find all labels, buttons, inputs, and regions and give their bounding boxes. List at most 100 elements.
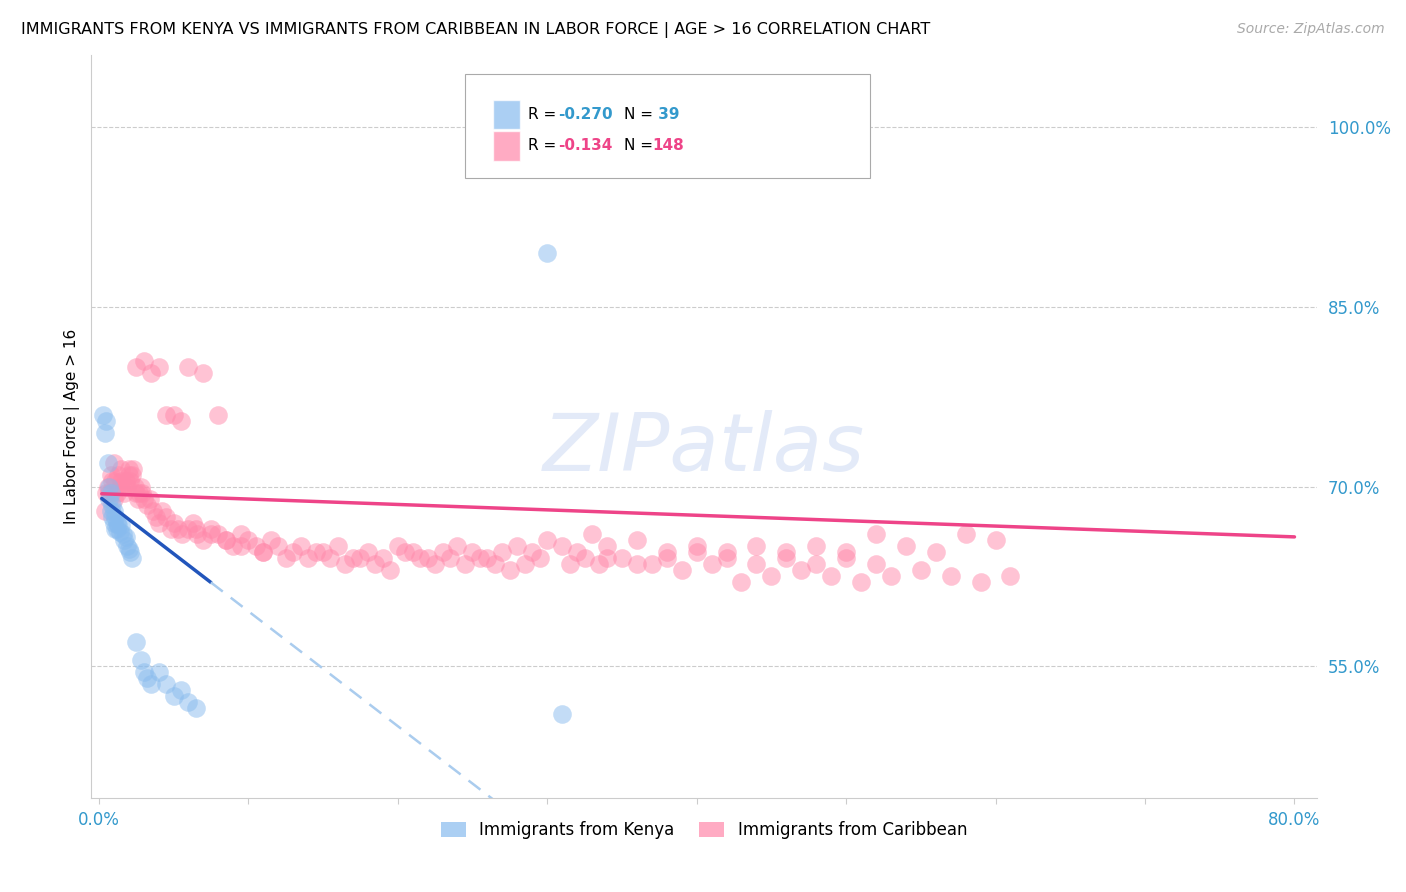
Point xyxy=(716,545,738,559)
Point xyxy=(319,551,342,566)
Point xyxy=(522,545,544,559)
Point xyxy=(260,533,283,548)
Point xyxy=(491,545,513,559)
Bar xyxy=(494,100,520,129)
Point xyxy=(955,527,977,541)
Point xyxy=(104,474,127,488)
Point xyxy=(745,558,768,572)
Point xyxy=(215,533,238,548)
Point xyxy=(107,517,129,532)
Point xyxy=(969,575,991,590)
Point xyxy=(238,533,260,548)
Point xyxy=(97,456,120,470)
Point xyxy=(139,677,162,691)
Point xyxy=(610,551,633,566)
Point xyxy=(761,569,783,583)
Point xyxy=(730,575,752,590)
Text: ZIPatlas: ZIPatlas xyxy=(543,410,865,488)
Point xyxy=(118,541,141,556)
Point xyxy=(148,516,170,530)
Point xyxy=(685,545,707,559)
Point xyxy=(641,558,664,572)
Text: Source: ZipAtlas.com: Source: ZipAtlas.com xyxy=(1237,22,1385,37)
Point xyxy=(105,485,128,500)
Point xyxy=(118,461,141,475)
Point xyxy=(170,683,193,698)
Point xyxy=(745,540,768,554)
Point xyxy=(685,540,707,554)
Point xyxy=(159,521,181,535)
Point xyxy=(820,569,842,583)
Point xyxy=(170,414,193,428)
Point xyxy=(387,540,409,554)
Point xyxy=(380,564,402,578)
Point xyxy=(110,474,132,488)
Y-axis label: In Labor Force | Age > 16: In Labor Force | Age > 16 xyxy=(65,329,80,524)
Point xyxy=(401,545,423,559)
Point xyxy=(513,558,536,572)
Point xyxy=(98,479,121,493)
Point xyxy=(111,527,134,541)
Point xyxy=(357,545,380,559)
Point xyxy=(506,540,529,554)
Point xyxy=(139,366,162,380)
Point xyxy=(112,485,135,500)
Point xyxy=(125,635,148,649)
Point xyxy=(100,467,122,482)
Point xyxy=(103,456,125,470)
Point xyxy=(110,517,132,532)
Point xyxy=(312,545,335,559)
Point xyxy=(574,551,596,566)
Point xyxy=(155,509,177,524)
Point xyxy=(200,527,222,541)
Point xyxy=(655,551,678,566)
Text: R =: R = xyxy=(527,107,561,122)
Point xyxy=(118,467,141,482)
Point xyxy=(125,359,148,374)
Point xyxy=(349,551,371,566)
Point xyxy=(184,521,207,535)
Point xyxy=(103,516,125,530)
Point xyxy=(207,408,229,422)
Point xyxy=(432,545,454,559)
Point xyxy=(177,521,200,535)
Point xyxy=(114,530,136,544)
Point xyxy=(335,558,357,572)
Point xyxy=(105,516,128,530)
Point xyxy=(423,558,446,572)
Point xyxy=(806,558,828,572)
Point xyxy=(125,485,148,500)
Text: R =: R = xyxy=(527,138,561,153)
Point xyxy=(132,665,155,680)
Point xyxy=(103,503,125,517)
Point xyxy=(100,503,122,517)
Point xyxy=(835,545,858,559)
Text: N =: N = xyxy=(624,138,658,153)
Point xyxy=(162,690,184,704)
Point xyxy=(91,408,114,422)
Point xyxy=(132,491,155,506)
Point xyxy=(128,485,150,500)
Point xyxy=(162,408,184,422)
Text: -0.270: -0.270 xyxy=(558,107,613,122)
Point xyxy=(252,545,274,559)
Point xyxy=(806,540,828,554)
Point xyxy=(97,479,120,493)
Point xyxy=(446,540,468,554)
Text: N =: N = xyxy=(624,107,658,122)
Point xyxy=(177,695,200,709)
Point xyxy=(596,540,619,554)
Point xyxy=(477,551,499,566)
Point xyxy=(112,533,135,548)
Point xyxy=(155,677,177,691)
Point xyxy=(114,474,136,488)
Point xyxy=(148,665,170,680)
Point xyxy=(865,527,887,541)
Point xyxy=(596,551,619,566)
Point xyxy=(172,527,194,541)
Point xyxy=(104,521,127,535)
Point xyxy=(910,564,932,578)
Point xyxy=(775,545,797,559)
Point xyxy=(865,558,887,572)
Point xyxy=(245,540,267,554)
